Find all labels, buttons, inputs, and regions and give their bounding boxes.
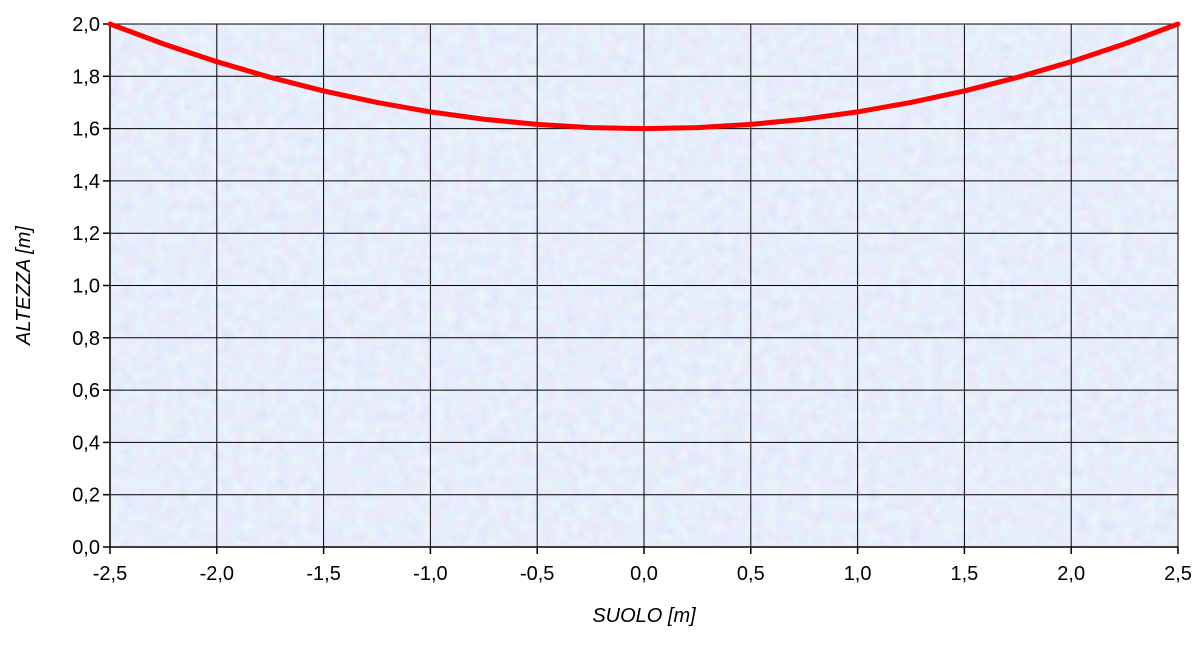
x-tick-label: -2,0 [200,563,234,585]
y-tick-label: 0,4 [72,432,100,454]
y-tick-label: 0,8 [72,328,100,350]
x-tick-label: 0,0 [630,563,658,585]
x-tick-label: -1,0 [413,563,447,585]
x-tick-label: 2,5 [1164,563,1192,585]
y-tick-label: 1,8 [72,66,100,88]
x-tick-label: 0,5 [737,563,765,585]
x-axis-title: SUOLO [m] [592,605,696,627]
series-line [107,21,1181,132]
y-tick-label: 1,6 [72,119,100,141]
y-tick-label: 1,4 [72,171,100,193]
x-tick-label: -1,5 [306,563,340,585]
x-tick-label: -2,5 [93,563,127,585]
series [107,21,1181,132]
y-tick-label: 0,6 [72,380,100,402]
tick-labels: -2,5 -2,0 -1,5 -1,0 -0,5 0,0 0,5 1,0 1,5 2,0 2,5 0,… [72,14,1192,585]
y-tick-label: 0,2 [72,485,100,507]
y-tick-label: 2,0 [72,14,100,36]
axes [103,23,1179,554]
x-tick-label: 2,0 [1057,563,1085,585]
y-tick-label: 1,2 [72,223,100,245]
x-tick-label: 1,5 [950,563,978,585]
y-tick-label: 0,0 [72,537,100,559]
x-tick-label: -0,5 [520,563,554,585]
y-axis-title: ALTEZZA [m] [13,226,35,346]
x-tick-label: 1,0 [844,563,872,585]
y-tick-label: 1,0 [72,276,100,298]
